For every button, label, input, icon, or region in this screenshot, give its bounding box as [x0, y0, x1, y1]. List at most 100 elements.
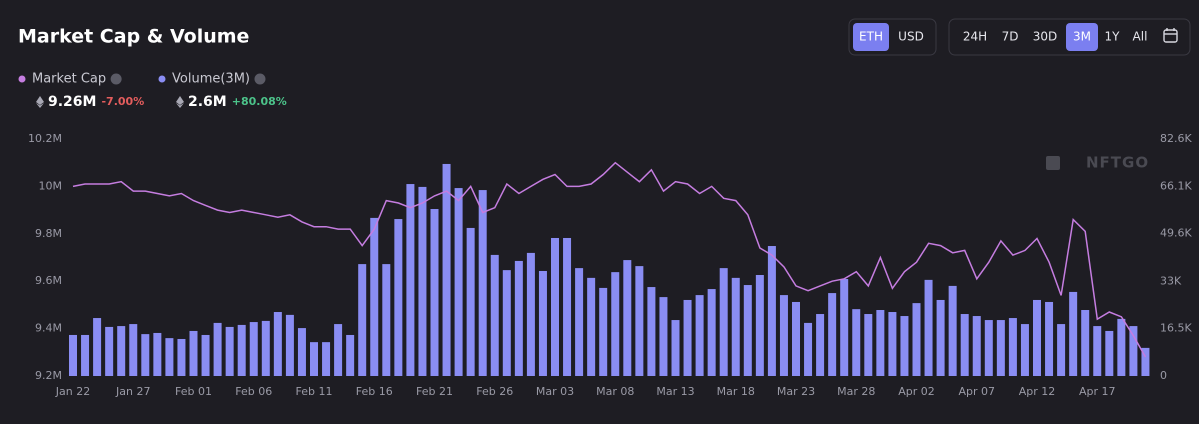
volume-bar: [418, 186, 427, 376]
volume-bar: [852, 309, 861, 376]
range-option[interactable]: All: [1133, 30, 1148, 44]
volume-bar: [273, 312, 282, 376]
y-tick-label: 9.8M: [35, 227, 62, 240]
volume-bar: [719, 268, 728, 376]
volume-bar: [888, 312, 897, 376]
legend-label: Volume(3M): [172, 72, 250, 87]
volume-bar: [514, 260, 523, 376]
x-tick-label: Feb 26: [476, 385, 513, 398]
volume-bar: [767, 246, 776, 376]
calendar-icon[interactable]: [1163, 28, 1178, 43]
range-option[interactable]: 30D: [1033, 30, 1058, 44]
volume-bar: [936, 299, 945, 376]
y-tick-label: 10.2M: [28, 132, 62, 145]
x-tick-label: Mar 28: [837, 385, 875, 398]
volume-bar: [538, 270, 547, 376]
currency-option[interactable]: ETH: [859, 30, 883, 44]
volume-bar: [442, 163, 451, 376]
x-tick-label: Apr 17: [1079, 385, 1116, 398]
volume-bar: [1105, 330, 1114, 376]
toggle-selected: [1066, 23, 1098, 51]
volume-bar: [237, 324, 246, 376]
x-tick-label: Apr 12: [1019, 385, 1056, 398]
stat-change: -7.00%: [101, 95, 144, 108]
volume-bar: [659, 297, 668, 376]
volume-bar: [201, 334, 210, 376]
volume-bar: [285, 314, 294, 376]
volume-bar: [611, 272, 620, 376]
volume-bar: [165, 338, 174, 376]
market-cap-line: [72, 161, 1147, 358]
volume-bar: [1069, 291, 1078, 376]
volume-bar: [1008, 318, 1017, 376]
volume-bar: [1117, 318, 1126, 376]
watermark: NFTGO: [1086, 154, 1149, 172]
x-tick-label: Jan 27: [115, 385, 150, 398]
volume-bar: [1141, 347, 1150, 376]
volume-bar: [996, 320, 1005, 376]
volume-bar: [297, 328, 306, 376]
volume-bar: [177, 338, 186, 376]
info-icon: [110, 73, 122, 85]
volume-bar: [635, 266, 644, 376]
volume-bar: [1033, 299, 1041, 376]
volume-bar: [249, 322, 258, 376]
volume-bar: [840, 279, 849, 376]
volume-bar: [490, 254, 499, 376]
volume-bar: [502, 270, 511, 376]
watermark-icon: [1046, 156, 1060, 170]
x-tick-label: Feb 16: [356, 385, 393, 398]
volume-bar: [406, 184, 415, 376]
volume-bar: [623, 260, 632, 376]
x-tick-label: Apr 02: [898, 385, 935, 398]
volume-bar: [828, 293, 837, 376]
x-tick-label: Jan 22: [55, 385, 90, 398]
volume-bar: [213, 322, 222, 376]
x-tick-label: Feb 06: [235, 385, 272, 398]
volume-bar: [599, 287, 608, 376]
range-option[interactable]: 7D: [1002, 30, 1019, 44]
x-tick-label: Feb 21: [416, 385, 453, 398]
volume-bar: [876, 310, 885, 376]
volume-bar: [93, 318, 102, 376]
y2-tick-label: 0: [1160, 369, 1167, 382]
volume-bar: [575, 268, 584, 376]
volume-bar: [707, 289, 716, 376]
y2-tick-label: 82.6K: [1160, 132, 1192, 145]
y-tick-label: 10M: [39, 179, 63, 192]
volume-bar: [804, 322, 813, 376]
eth-icon: [36, 96, 44, 108]
legend-swatch: [158, 75, 166, 83]
volume-bar: [1045, 301, 1054, 376]
currency-option[interactable]: USD: [898, 30, 924, 44]
y2-tick-label: 33K: [1160, 274, 1182, 287]
range-option[interactable]: 1Y: [1105, 30, 1121, 44]
volume-bar: [587, 277, 596, 376]
volume-bar: [864, 314, 873, 376]
volume-bar: [261, 320, 270, 376]
volume-bar: [394, 219, 403, 376]
range-option[interactable]: 24H: [963, 30, 987, 44]
y2-tick-label: 49.6K: [1160, 227, 1192, 240]
x-tick-label: Apr 07: [958, 385, 995, 398]
volume-bar: [1020, 324, 1029, 376]
x-tick-label: Mar 03: [536, 385, 574, 398]
range-option[interactable]: 3M: [1073, 30, 1091, 44]
y-tick-label: 9.2M: [35, 369, 62, 382]
volume-bar: [310, 342, 318, 376]
stat-value: 2.6M: [188, 94, 227, 110]
volume-bar: [1057, 324, 1066, 376]
volume-bar: [1093, 326, 1102, 376]
volume-bar: [948, 285, 957, 376]
volume-bar: [370, 217, 379, 376]
volume-bar: [526, 252, 535, 376]
volume-bar: [322, 342, 331, 376]
volume-bar: [900, 316, 909, 376]
volume-bar: [551, 237, 559, 376]
volume-bar: [743, 285, 752, 376]
volume-bar: [779, 295, 788, 376]
volume-bar: [924, 279, 933, 376]
stat-change: +80.08%: [232, 95, 287, 108]
volume-bar: [478, 190, 487, 376]
